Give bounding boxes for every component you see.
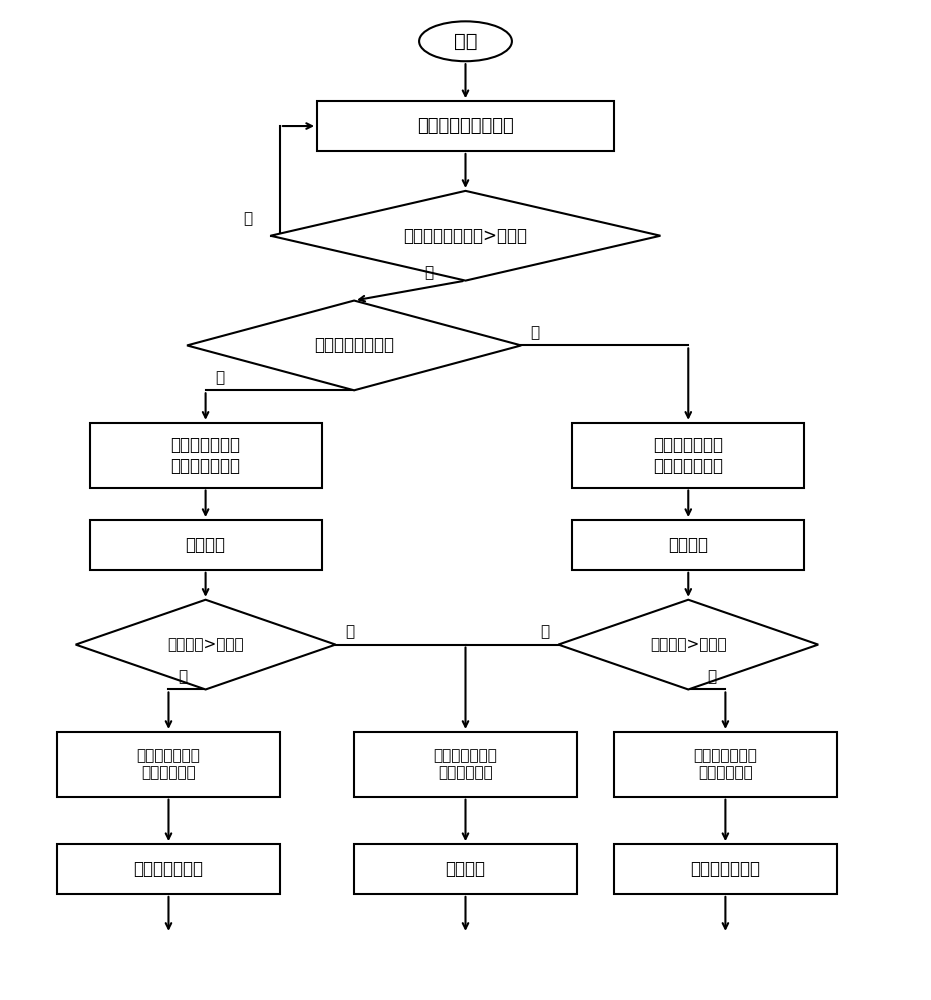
FancyBboxPatch shape xyxy=(354,732,577,797)
Text: 电机启动: 电机启动 xyxy=(668,536,708,554)
Text: 是: 是 xyxy=(424,266,433,281)
Text: 向上喷气: 向上喷气 xyxy=(446,860,485,878)
Text: 电机转速>设定值: 电机转速>设定值 xyxy=(650,637,726,652)
Text: 采集传感器压力信号: 采集传感器压力信号 xyxy=(417,117,514,135)
Text: 左右压力差为正值: 左右压力差为正值 xyxy=(314,336,394,354)
Polygon shape xyxy=(559,600,818,689)
Text: 电机启动: 电机启动 xyxy=(185,536,225,554)
FancyBboxPatch shape xyxy=(89,520,321,570)
Text: 否: 否 xyxy=(344,625,354,640)
Text: 三位两通电磁阀
阀芯处于左端: 三位两通电磁阀 阀芯处于左端 xyxy=(137,748,200,780)
Text: 左控制阀门关闭
右控制阀门开启: 左控制阀门关闭 右控制阀门开启 xyxy=(654,436,723,475)
Polygon shape xyxy=(187,301,521,390)
Ellipse shape xyxy=(419,21,512,61)
FancyBboxPatch shape xyxy=(89,423,321,488)
Text: 三位两通电磁阀
阀芯处于中间: 三位两通电磁阀 阀芯处于中间 xyxy=(434,748,497,780)
FancyBboxPatch shape xyxy=(57,732,280,797)
Text: 是: 是 xyxy=(215,370,224,385)
Polygon shape xyxy=(75,600,335,689)
Text: 向上、向右喷气: 向上、向右喷气 xyxy=(133,860,204,878)
FancyBboxPatch shape xyxy=(614,844,837,894)
Text: 开始: 开始 xyxy=(453,32,478,51)
FancyBboxPatch shape xyxy=(614,732,837,797)
FancyBboxPatch shape xyxy=(57,844,280,894)
Text: 是: 是 xyxy=(178,669,187,684)
Text: 否: 否 xyxy=(243,211,252,226)
Text: 三位两通电磁阀
阀芯处于右端: 三位两通电磁阀 阀芯处于右端 xyxy=(694,748,757,780)
Text: 左右压力差绝对值>设定值: 左右压力差绝对值>设定值 xyxy=(403,227,528,245)
Text: 否: 否 xyxy=(531,325,540,340)
FancyBboxPatch shape xyxy=(354,844,577,894)
FancyBboxPatch shape xyxy=(317,101,614,151)
Text: 电机转速>设定值: 电机转速>设定值 xyxy=(168,637,244,652)
Text: 左控制阀门开启
右控制阀门关闭: 左控制阀门开启 右控制阀门关闭 xyxy=(170,436,240,475)
Text: 是: 是 xyxy=(707,669,716,684)
Polygon shape xyxy=(271,191,660,281)
Text: 否: 否 xyxy=(540,625,549,640)
FancyBboxPatch shape xyxy=(573,520,804,570)
FancyBboxPatch shape xyxy=(573,423,804,488)
Text: 向上、向左喷气: 向上、向左喷气 xyxy=(691,860,761,878)
